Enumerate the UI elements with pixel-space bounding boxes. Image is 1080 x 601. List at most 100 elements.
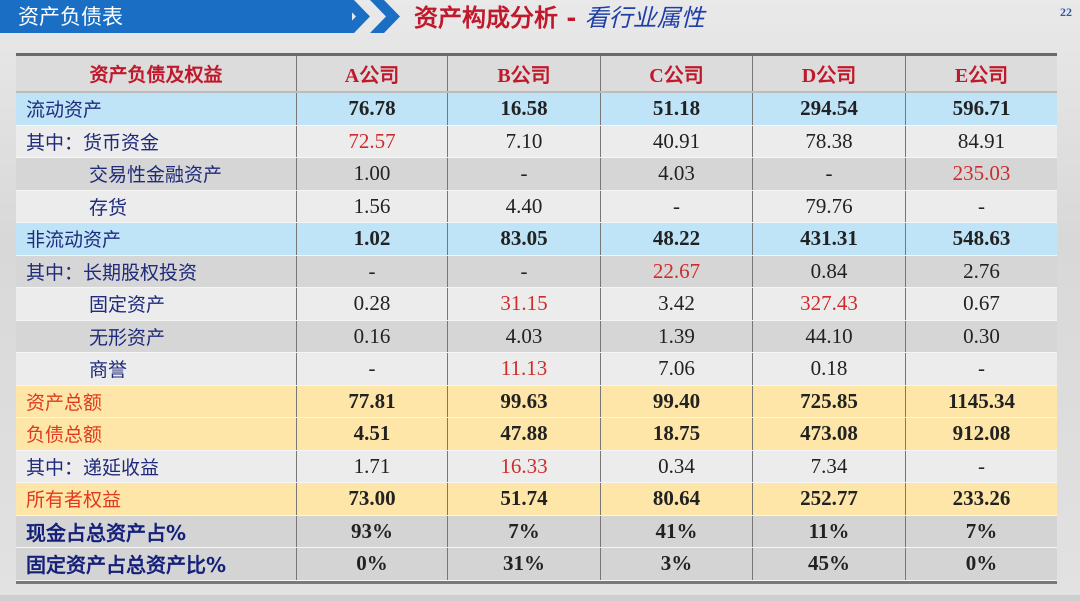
table-cell: 4.03 [600, 158, 752, 190]
row-label: 其中：递延收益 [26, 456, 160, 479]
row-label: 其中：货币资金 [26, 131, 160, 154]
table-cell: 3.42 [600, 288, 752, 320]
table-cell: 7.10 [447, 125, 600, 157]
row-label: 交易性金融资产 [89, 164, 223, 187]
table-row: 存货 1.56 4.40-79.76- [16, 190, 1057, 223]
table-cell: 16.33 [447, 450, 600, 482]
row-label: 负债总额 [26, 424, 103, 447]
table-cell: 0.28 [296, 288, 447, 320]
table-cell: 3% [600, 548, 752, 580]
title-main: 资产构成分析 - [414, 4, 585, 32]
table-cell: 7.06 [600, 353, 752, 385]
table-cell: 725.85 [752, 385, 905, 417]
table-cell: 22.67 [600, 255, 752, 287]
table-cell: 7% [905, 515, 1057, 547]
table-cell: 80.64 [600, 483, 752, 515]
table-cell: 44.10 [752, 320, 905, 352]
row-label: 资产总额 [26, 391, 103, 414]
table-cell: 11.13 [447, 353, 600, 385]
table-cell: 1145.34 [905, 385, 1057, 417]
table-cell: 1.39 [600, 320, 752, 352]
row-label: 无形资产 [89, 326, 166, 349]
table-header-row: 资产负债及权益 A公司 B公司 C公司 D公司 E公司 [16, 56, 1057, 93]
table-cell: - [296, 353, 447, 385]
table-cell: 0.84 [752, 255, 905, 287]
table-cell: 72.57 [296, 125, 447, 157]
table-cell: 84.91 [905, 125, 1057, 157]
table-cell: 0.16 [296, 320, 447, 352]
table-cell: - [905, 353, 1057, 385]
column-header: D公司 [752, 56, 905, 91]
table-cell: 0% [905, 548, 1057, 580]
table-cell: 1.71 [296, 450, 447, 482]
table-cell: 47.88 [447, 418, 600, 450]
row-label: 存货 [89, 196, 128, 219]
table-cell: 93% [296, 515, 447, 547]
table-row: 固定资产占总资产比% 0% 31% 3% 45% 0% [16, 548, 1057, 581]
table-cell: 4.40 [447, 190, 600, 222]
table-row: 资产总额 77.81 99.63 99.40 725.85 1145.34 [16, 385, 1057, 418]
table-cell: 76.78 [296, 93, 447, 125]
table-cell: 31.15 [447, 288, 600, 320]
table-cell: 473.08 [752, 418, 905, 450]
table-cell: 51.18 [600, 93, 752, 125]
table-cell: 0.30 [905, 320, 1057, 352]
chevron-right-icon [340, 0, 370, 33]
table-cell: 0.18 [752, 353, 905, 385]
table-row: 商誉 -11.13 7.06 0.18- [16, 353, 1057, 386]
table-cell: 7.34 [752, 450, 905, 482]
table-cell: 327.43 [752, 288, 905, 320]
row-label: 其中：长期股权投资 [26, 261, 198, 284]
table-cell: 31% [447, 548, 600, 580]
table-cell: 235.03 [905, 158, 1057, 190]
table-cell: 11% [752, 515, 905, 547]
table-cell: 0% [296, 548, 447, 580]
table-cell: 1.00 [296, 158, 447, 190]
table-cell: - [296, 255, 447, 287]
row-label: 现金占总资产占% [26, 520, 187, 545]
table-cell: 1.02 [296, 223, 447, 255]
table-row: 非流动资产 1.02 83.05 48.22 431.31 548.63 [16, 223, 1057, 256]
table-row: 其中：长期股权投资 - -22.67 0.84 2.76 [16, 255, 1057, 288]
table-cell: 233.26 [905, 483, 1057, 515]
table-cell: 77.81 [296, 385, 447, 417]
row-label: 固定资产 [89, 294, 166, 317]
column-header: B公司 [447, 56, 600, 91]
table-row: 流动资产 76.78 16.58 51.18 294.54 596.71 [16, 93, 1057, 126]
table-cell: 4.03 [447, 320, 600, 352]
table-cell: 99.63 [447, 385, 600, 417]
table-cell: 18.75 [600, 418, 752, 450]
table-cell: 596.71 [905, 93, 1057, 125]
balance-sheet-table: 资产负债及权益 A公司 B公司 C公司 D公司 E公司 流动资产 76.78 16.58 51.… [16, 53, 1057, 584]
page-title: 资产构成分析 - 看行业属性 [414, 2, 705, 34]
table-row: 交易性金融资产 1.00-4.03-235.03 [16, 158, 1057, 191]
table-cell: - [600, 190, 752, 222]
table-cell: 7% [447, 515, 600, 547]
table-cell: 83.05 [447, 223, 600, 255]
bottom-bar [0, 595, 1080, 601]
table-cell: 45% [752, 548, 905, 580]
table-cell: 48.22 [600, 223, 752, 255]
table-row: 其中：递延收益 1.71 16.33 0.34 7.34- [16, 450, 1057, 483]
table-cell: 16.58 [447, 93, 600, 125]
table-cell: 79.76 [752, 190, 905, 222]
table-cell: 252.77 [752, 483, 905, 515]
table-row: 固定资产 0.28 31.15 3.42 327.43 0.67 [16, 288, 1057, 321]
table-cell: 0.67 [905, 288, 1057, 320]
page-number: 22 [1060, 5, 1072, 19]
table-cell: 73.00 [296, 483, 447, 515]
row-label: 非流动资产 [26, 229, 122, 252]
table-cell: - [905, 450, 1057, 482]
row-label: 流动资产 [26, 99, 103, 122]
table-cell: 431.31 [752, 223, 905, 255]
column-header: C公司 [600, 56, 752, 91]
table-cell: 78.38 [752, 125, 905, 157]
table-cell: 41% [600, 515, 752, 547]
column-header: A公司 [296, 56, 447, 91]
row-label: 商誉 [89, 359, 128, 382]
section-label: 资产负债表 [18, 5, 123, 29]
table-cell: 51.74 [447, 483, 600, 515]
table-row: 无形资产 0.16 4.03 1.39 44.10 0.30 [16, 320, 1057, 353]
table-row: 现金占总资产占% 93% 7% 41% 11% 7% [16, 515, 1057, 548]
section-band [0, 0, 352, 33]
